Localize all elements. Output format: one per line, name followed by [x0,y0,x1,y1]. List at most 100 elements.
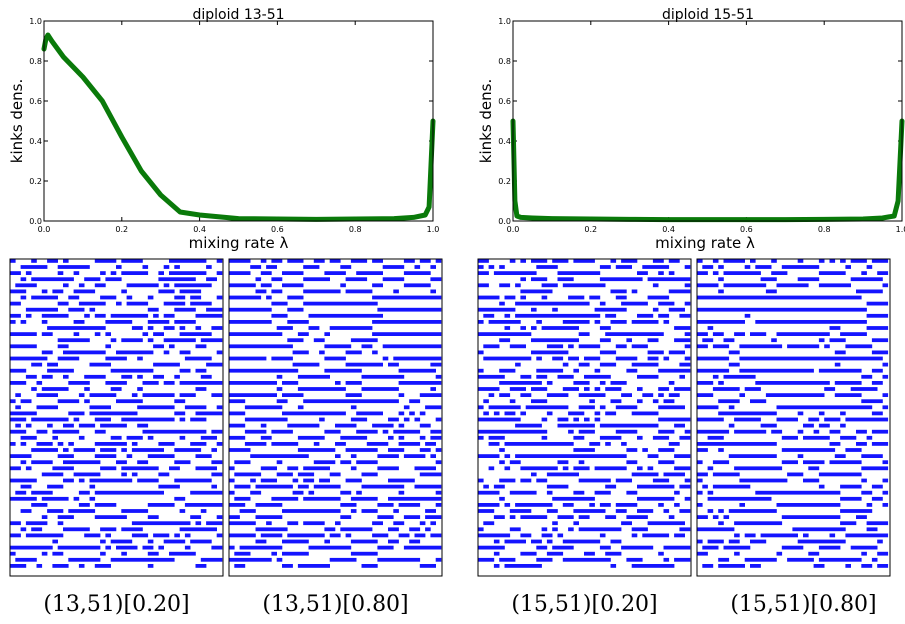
pattern-cell [73,472,101,477]
pattern-cell [684,301,691,306]
pattern-cell [73,448,96,452]
pattern-cell [621,259,638,263]
pattern-cell [599,338,611,343]
pattern-cell [100,295,117,300]
pattern-cell [702,265,714,269]
pattern-cell [615,478,632,483]
pattern-cell [697,393,714,397]
pattern-cell [244,442,267,446]
x-tick-label: 0.0 [507,225,520,234]
pattern-cell [419,411,426,416]
pattern-cell [697,344,708,349]
pattern-cell [504,326,511,330]
pattern-cell [599,533,606,538]
pattern-cell [871,259,889,263]
pattern-cell [190,295,202,300]
pattern-cell [871,381,883,385]
pattern-cell [536,368,564,373]
pattern-cell [229,356,267,361]
pattern-cell [834,454,846,458]
pattern-cell [184,503,223,507]
pattern-cell [229,435,246,440]
pattern-cell [631,320,659,324]
pattern-cell [229,448,251,452]
pattern-cell [840,521,857,526]
pattern-cell [345,393,362,397]
pattern-cell [568,527,574,532]
pattern-cell [335,454,341,458]
pattern-cell [621,393,632,397]
pattern-cell [642,393,654,397]
pattern-cell [57,271,64,275]
pattern-cell [637,271,648,275]
pattern-cell [169,551,196,556]
pattern-cell [707,466,714,471]
pattern-cell [229,307,272,312]
pattern-cell [308,313,383,318]
pattern-cell [20,527,27,532]
pattern-cell [734,332,745,336]
pattern-cell [137,423,149,428]
pattern-cell [605,551,622,556]
pattern-cell [10,429,27,434]
pattern-cell [174,265,180,269]
pattern-cell [697,503,703,507]
pattern-cell [211,460,223,465]
y-tick-label: 0.4 [29,137,42,146]
pattern-cell [15,405,21,410]
pattern-cell [73,417,80,422]
pattern-cell [734,551,740,556]
pattern-cell [504,564,542,568]
pattern-cell [509,490,537,495]
pattern-cell [142,545,154,550]
pattern-cell [47,362,58,367]
x-tick-label: 0.6 [740,225,753,234]
pattern-cell [594,466,627,471]
pattern-cell [244,429,267,434]
pattern-cell [250,454,309,458]
pattern-cell [674,423,685,428]
pattern-cell [52,551,64,556]
pattern-cell [536,557,553,562]
y-tick-label: 0.6 [498,97,511,106]
pattern-cell [340,460,352,465]
pattern-cell [377,307,442,312]
pattern-cell [631,533,638,538]
pattern-cell [195,344,207,349]
pattern-cell [271,442,299,446]
pattern-cell [792,527,846,532]
pattern-cell [89,484,96,489]
pattern-cell [47,484,64,489]
pattern-cell [882,478,889,483]
pattern-cell [697,442,777,446]
pattern-cell [552,521,558,526]
pattern-cell [126,295,133,300]
pattern-cell [546,472,579,477]
pattern-cell [100,466,117,471]
pattern-cell [504,539,526,544]
pattern-cell [153,344,164,349]
pattern-cell [425,509,436,513]
pattern-cell [414,466,436,471]
pattern-cell [781,545,804,550]
pattern-cell [287,521,299,526]
pattern-cell [615,405,638,410]
pattern-cell [52,539,58,544]
pattern-cell [179,381,223,385]
pattern-cell [845,265,851,269]
pattern-cell [674,326,691,330]
pattern-cell [388,435,394,440]
pattern-cell [287,466,299,471]
pattern-cell [882,362,889,367]
pattern-cell [882,283,889,288]
pattern-cell [211,472,223,477]
pattern-cell [599,350,617,355]
pattern-cell [697,405,719,410]
pattern-cell [712,387,740,391]
pattern-cell [153,362,180,367]
pattern-cell [771,259,777,263]
pattern-cell [179,435,186,440]
pattern-cell [297,448,336,452]
pattern-cell [776,503,841,507]
pattern-cell [760,277,777,282]
